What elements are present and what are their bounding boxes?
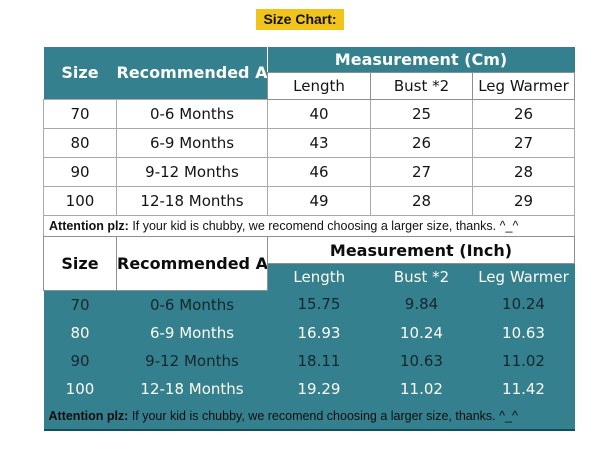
table-row: 80 6-9 Months 16.93 10.24 10.63 xyxy=(43,318,575,347)
attention-note-label: Attention plz: xyxy=(49,219,129,233)
page-title: Size Chart: xyxy=(256,9,344,30)
cell-leg-warmer: 11.42 xyxy=(472,374,575,403)
cell-age: 12-18 Months xyxy=(116,374,268,403)
table-row: 70 0-6 Months 40 25 26 xyxy=(43,98,575,129)
cell-leg-warmer: 11.02 xyxy=(472,346,575,375)
cm-header-row-2: Length Bust *2 Leg Warmer xyxy=(44,71,575,100)
size-table-inch: Size Recommended Age Measurement (Inch) … xyxy=(43,236,576,431)
cell-leg-warmer: 10.63 xyxy=(472,318,575,347)
cell-size: 80 xyxy=(43,127,117,158)
cell-length: 19.29 xyxy=(267,374,371,403)
attention-note: Attention plz: If your kid is chubby, we… xyxy=(43,214,575,240)
cm-header-age: Recommended Age xyxy=(116,47,268,99)
cell-age: 0-6 Months xyxy=(116,98,268,129)
cell-age: 6-9 Months xyxy=(116,127,268,158)
cell-size: 90 xyxy=(43,156,117,187)
attention-note-text: If your kid is chubby, we recomend choos… xyxy=(128,408,518,423)
cell-length: 46 xyxy=(267,156,371,187)
cell-length: 15.75 xyxy=(267,290,371,319)
inch-header-leg-warmer: Leg Warmer xyxy=(472,263,575,290)
cell-bust: 11.02 xyxy=(370,374,473,403)
attention-note-text: If your kid is chubby, we recomend choos… xyxy=(128,219,519,233)
cell-size: 90 xyxy=(43,346,117,375)
table-row: 90 9-12 Months 46 27 28 xyxy=(43,156,575,187)
cell-bust: 9.84 xyxy=(370,290,473,319)
cell-bust: 26 xyxy=(370,127,473,158)
cell-age: 6-9 Months xyxy=(116,318,268,347)
cell-leg-warmer: 28 xyxy=(472,156,575,187)
cm-header-bust: Bust *2 xyxy=(370,71,473,100)
table-row: 90 9-12 Months 18.11 10.63 11.02 xyxy=(43,346,575,375)
size-table-cm: Size Recommended Age Measurement (Cm) Le… xyxy=(43,47,575,240)
title-bar: Size Chart: xyxy=(0,9,600,30)
cm-note-row: Attention plz: If your kid is chubby, we… xyxy=(43,214,575,240)
cell-size: 80 xyxy=(43,318,117,347)
cell-leg-warmer: 27 xyxy=(472,127,575,158)
inch-header-bust: Bust *2 xyxy=(370,263,473,290)
inch-header-size: Size xyxy=(43,236,117,291)
cell-bust: 28 xyxy=(370,185,473,216)
table-row: 100 12-18 Months 49 28 29 xyxy=(43,185,575,216)
table-row: 70 0-6 Months 15.75 9.84 10.24 xyxy=(43,290,575,319)
cm-header-size: Size xyxy=(43,47,117,99)
cell-age: 0-6 Months xyxy=(116,290,268,319)
cell-size: 100 xyxy=(43,185,117,216)
cell-size: 100 xyxy=(43,374,117,403)
inch-header-row-1: Size Recommended Age Measurement (Inch) xyxy=(43,236,576,291)
cell-age: 12-18 Months xyxy=(116,185,268,216)
cell-bust: 27 xyxy=(370,156,473,187)
cell-leg-warmer: 10.24 xyxy=(472,290,575,319)
attention-note: Attention plz: If your kid is chubby, we… xyxy=(43,402,575,431)
cell-size: 70 xyxy=(43,98,117,129)
cm-header-row-1: Size Recommended Age Measurement (Cm) xyxy=(43,47,575,99)
cell-length: 43 xyxy=(267,127,371,158)
cell-bust: 10.63 xyxy=(370,346,473,375)
cell-length: 40 xyxy=(267,98,371,129)
cell-age: 9-12 Months xyxy=(116,156,268,187)
table-row: 100 12-18 Months 19.29 11.02 11.42 xyxy=(43,374,575,403)
cell-leg-warmer: 26 xyxy=(472,98,575,129)
cell-size: 70 xyxy=(43,290,117,319)
cm-header-measurement: Measurement (Cm) xyxy=(267,47,575,72)
cell-leg-warmer: 29 xyxy=(472,185,575,216)
cell-age: 9-12 Months xyxy=(116,346,268,375)
cell-length: 18.11 xyxy=(267,346,371,375)
cm-header-leg-warmer: Leg Warmer xyxy=(472,71,575,100)
inch-note-row: Attention plz: If your kid is chubby, we… xyxy=(43,402,575,431)
cm-header-length: Length xyxy=(267,71,371,100)
cell-length: 49 xyxy=(267,185,371,216)
attention-note-label: Attention plz: xyxy=(48,408,129,423)
inch-header-row-2: Length Bust *2 Leg Warmer xyxy=(44,263,575,290)
inch-header-length: Length xyxy=(267,263,371,290)
cell-bust: 25 xyxy=(370,98,473,129)
table-row: 80 6-9 Months 43 26 27 xyxy=(43,127,575,158)
inch-header-measurement: Measurement (Inch) xyxy=(266,236,576,264)
inch-header-age: Recommended Age xyxy=(116,236,268,291)
cell-bust: 10.24 xyxy=(370,318,473,347)
cell-length: 16.93 xyxy=(267,318,371,347)
